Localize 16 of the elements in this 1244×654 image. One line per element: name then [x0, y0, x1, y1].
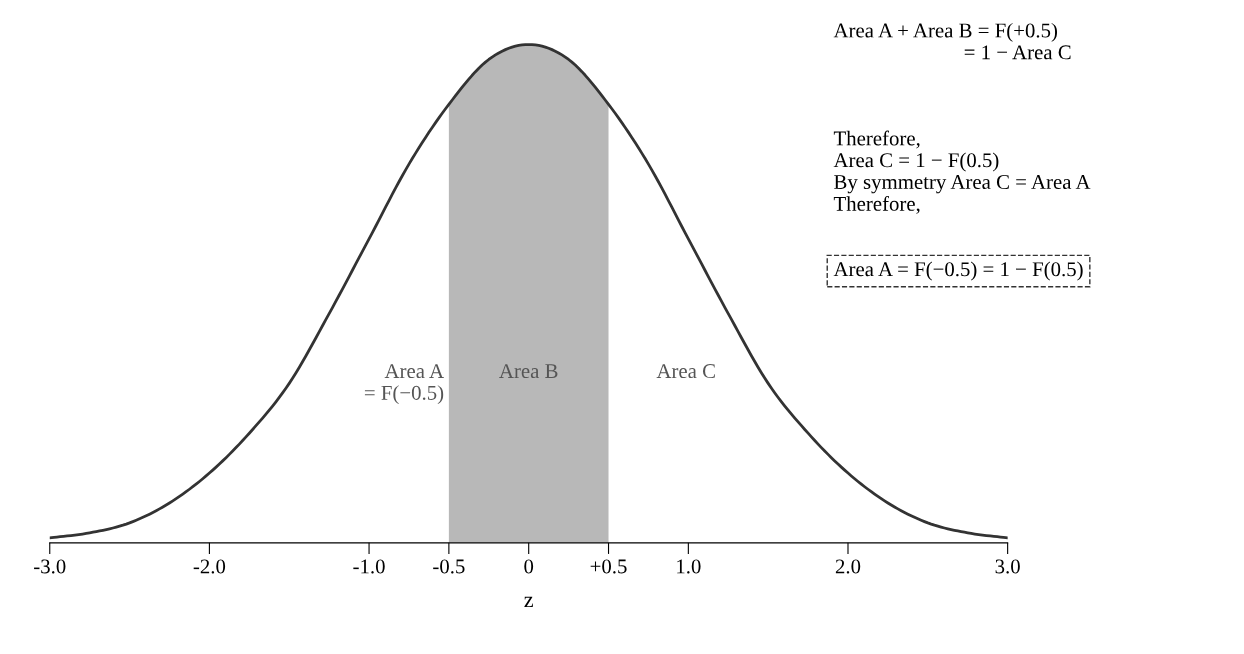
annotation: Area A = F(−0.5) = 1 − F(0.5) — [833, 261, 1083, 281]
annotation: Area C — [656, 364, 715, 379]
x-tick-label: -1.0 — [353, 559, 385, 574]
x-tick-label: -0.5 — [433, 559, 465, 574]
annotation: Area B — [499, 364, 558, 379]
annotation: Area A + Area B = F(+0.5) = 1 − Area C — [833, 22, 1071, 60]
annotation: Therefore, Area C = 1 − F(0.5) By symmetry Area C = Area A Therefore, — [833, 130, 1091, 214]
x-tick-label: 0 — [524, 559, 534, 574]
x-tick-label: 2.0 — [835, 559, 861, 574]
x-tick-label: 3.0 — [995, 559, 1020, 574]
x-tick-label: -3.0 — [34, 559, 66, 574]
x-tick-label: +0.5 — [590, 559, 627, 574]
annotation: Area A = F(−0.5) — [364, 364, 444, 405]
x-axis-title: z — [524, 596, 534, 607]
x-tick-label: 1.0 — [677, 559, 701, 574]
x-tick-label: -2.0 — [193, 559, 226, 574]
